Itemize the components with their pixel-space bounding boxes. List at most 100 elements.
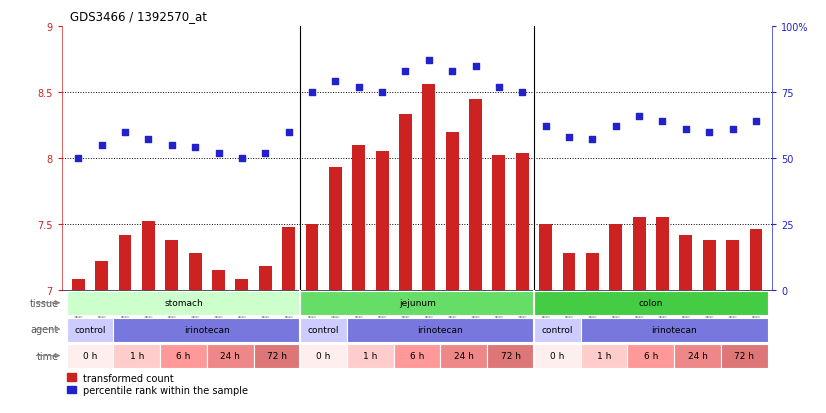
- Bar: [674, 344, 721, 368]
- Bar: [633, 218, 646, 290]
- Bar: [113, 344, 160, 368]
- Bar: [347, 318, 534, 342]
- Bar: [534, 292, 767, 316]
- Bar: [113, 318, 301, 342]
- Text: time: time: [36, 351, 59, 361]
- Text: 6 h: 6 h: [176, 351, 191, 360]
- Text: 24 h: 24 h: [687, 351, 708, 360]
- Bar: [160, 344, 206, 368]
- Bar: [67, 318, 113, 342]
- Bar: [95, 261, 108, 290]
- Point: [492, 84, 506, 91]
- Text: 24 h: 24 h: [454, 351, 474, 360]
- Point: [118, 129, 131, 135]
- Bar: [352, 145, 365, 290]
- Text: 0 h: 0 h: [83, 351, 97, 360]
- Bar: [721, 344, 767, 368]
- Bar: [563, 254, 576, 290]
- Bar: [446, 132, 458, 290]
- Text: 72 h: 72 h: [501, 351, 520, 360]
- Bar: [306, 225, 318, 290]
- Bar: [469, 99, 482, 290]
- Bar: [376, 152, 388, 290]
- Point: [352, 84, 365, 91]
- Text: 72 h: 72 h: [734, 351, 754, 360]
- Point: [586, 137, 599, 143]
- Point: [515, 90, 529, 96]
- Text: agent: agent: [30, 324, 59, 335]
- Point: [422, 58, 435, 64]
- Bar: [347, 344, 394, 368]
- Point: [306, 90, 319, 96]
- Point: [469, 63, 482, 70]
- Bar: [142, 222, 154, 290]
- Text: irinotecan: irinotecan: [651, 325, 697, 334]
- Text: 0 h: 0 h: [550, 351, 564, 360]
- Point: [749, 119, 762, 125]
- Bar: [492, 156, 506, 290]
- Point: [259, 150, 272, 157]
- Bar: [610, 225, 622, 290]
- Point: [679, 126, 692, 133]
- Point: [235, 155, 249, 162]
- Text: irinotecan: irinotecan: [184, 325, 230, 334]
- Text: 6 h: 6 h: [643, 351, 658, 360]
- Bar: [581, 318, 767, 342]
- Point: [72, 155, 85, 162]
- Point: [165, 142, 178, 149]
- Bar: [282, 227, 295, 290]
- Bar: [301, 292, 534, 316]
- Bar: [628, 344, 674, 368]
- Text: tissue: tissue: [29, 298, 59, 308]
- Legend: transformed count, percentile rank within the sample: transformed count, percentile rank withi…: [67, 373, 249, 395]
- Bar: [487, 344, 534, 368]
- Text: stomach: stomach: [164, 299, 203, 308]
- Point: [282, 129, 295, 135]
- Bar: [726, 240, 739, 290]
- Text: control: control: [308, 325, 339, 334]
- Bar: [301, 318, 347, 342]
- Bar: [259, 267, 272, 290]
- Bar: [329, 168, 342, 290]
- Bar: [440, 344, 487, 368]
- Point: [539, 123, 553, 130]
- Point: [329, 79, 342, 85]
- Point: [703, 129, 716, 135]
- Text: control: control: [74, 325, 106, 334]
- Text: 24 h: 24 h: [221, 351, 240, 360]
- Point: [656, 119, 669, 125]
- Point: [399, 68, 412, 75]
- Bar: [254, 344, 301, 368]
- Point: [212, 150, 225, 157]
- Text: 0 h: 0 h: [316, 351, 331, 360]
- Text: 1 h: 1 h: [363, 351, 377, 360]
- Text: 72 h: 72 h: [267, 351, 287, 360]
- Bar: [301, 344, 347, 368]
- Text: colon: colon: [638, 299, 663, 308]
- Text: 6 h: 6 h: [410, 351, 425, 360]
- Bar: [516, 153, 529, 290]
- Point: [95, 142, 108, 149]
- Point: [142, 137, 155, 143]
- Text: GDS3466 / 1392570_at: GDS3466 / 1392570_at: [70, 10, 207, 23]
- Bar: [534, 344, 581, 368]
- Point: [563, 134, 576, 141]
- Bar: [67, 292, 301, 316]
- Point: [188, 145, 202, 151]
- Point: [445, 68, 458, 75]
- Bar: [235, 280, 249, 290]
- Bar: [399, 115, 412, 290]
- Bar: [72, 280, 85, 290]
- Text: 1 h: 1 h: [597, 351, 611, 360]
- Point: [633, 113, 646, 120]
- Point: [376, 90, 389, 96]
- Bar: [539, 225, 552, 290]
- Bar: [165, 240, 178, 290]
- Text: irinotecan: irinotecan: [418, 325, 463, 334]
- Bar: [188, 254, 202, 290]
- Text: 1 h: 1 h: [130, 351, 144, 360]
- Bar: [703, 240, 715, 290]
- Bar: [586, 254, 599, 290]
- Bar: [680, 235, 692, 290]
- Bar: [656, 218, 669, 290]
